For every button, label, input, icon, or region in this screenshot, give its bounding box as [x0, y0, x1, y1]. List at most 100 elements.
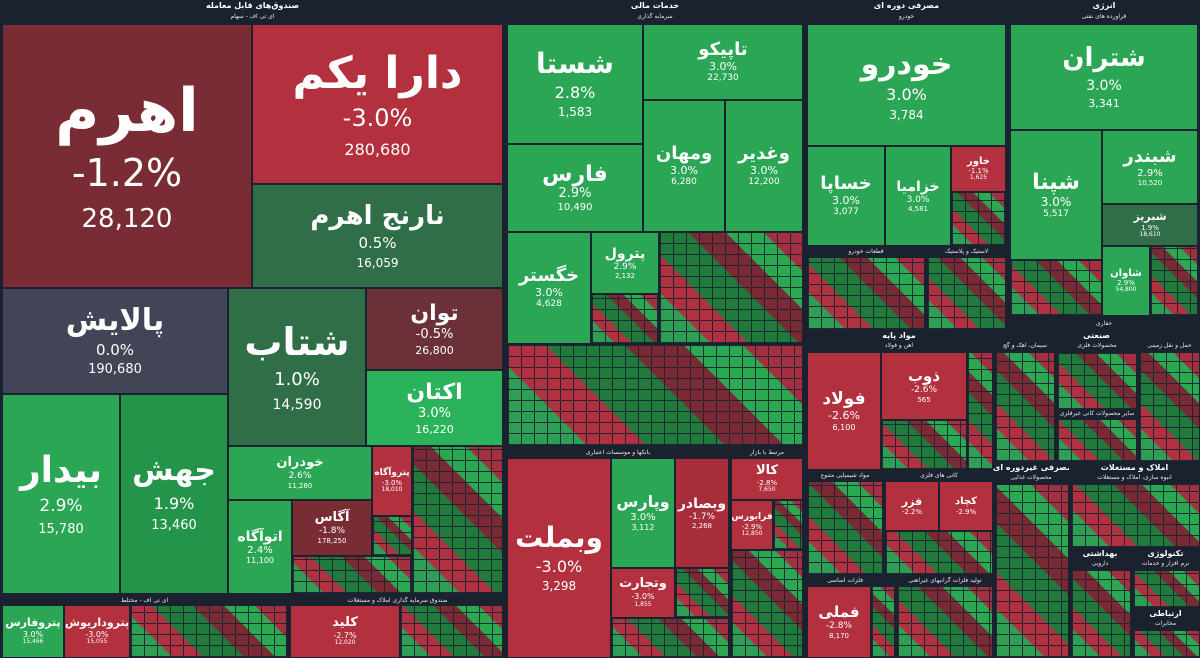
tile-mosaic-metalproducts[interactable] — [1057, 352, 1137, 410]
tile-fameli[interactable]: فملی -2.8% 8,170 — [807, 586, 871, 658]
tile-folad[interactable]: فولاد -2.6% 6,100 — [807, 352, 881, 470]
tile-mosaic-transport[interactable] — [1139, 352, 1200, 462]
tile-palayesh[interactable]: پالایش 0.0% 190,680 — [2, 288, 228, 394]
tile-mosaic-realestate-funds[interactable] — [400, 605, 503, 658]
tile-mosaic-software[interactable] — [1133, 570, 1200, 608]
tile-shavan[interactable]: شاوان 2.9% 54,800 — [1102, 246, 1150, 316]
tile-petrodaryush[interactable]: پتروداریوش -3.0% 15,055 — [64, 605, 130, 658]
tile-bidar[interactable]: بیدار 2.9% 15,780 — [2, 394, 120, 594]
tile-mosaic-refinery-2[interactable] — [1010, 260, 1102, 316]
tile-tapiko[interactable]: تاپیکو 3.0% 22,730 — [643, 24, 803, 100]
tile-mosaic-steel-2[interactable] — [881, 420, 967, 470]
tile-zob[interactable]: ذوب -2.6% 565 — [881, 352, 967, 420]
tile-shpna[interactable]: شپنا 3.0% 5,517 — [1010, 130, 1102, 260]
change-percent: 3.0% — [417, 405, 452, 421]
tile-kalid[interactable]: کلید -2.7% 12,020 — [290, 605, 400, 658]
tile-kala[interactable]: کالا -2.8% 7,650 — [731, 458, 803, 500]
tile-mosaic-realestate[interactable] — [1071, 484, 1200, 548]
tile-vabmellat[interactable]: وبملت -3.0% 3,298 — [507, 458, 611, 658]
subsection-title: دارویی — [1091, 560, 1109, 567]
change-percent: -2.6% — [910, 385, 938, 396]
price-value: 3,298 — [541, 579, 577, 594]
section-title: انرژی — [1092, 1, 1116, 10]
tile-vparsian[interactable]: وپارس 3.0% 3,112 — [611, 458, 675, 568]
subsection-title: مرتبط با بازار — [750, 449, 784, 456]
tile-mosaic-cement[interactable] — [995, 352, 1055, 462]
tile-khodro[interactable]: خودرو 3.0% 3,784 — [807, 24, 1006, 146]
subsection-title: فلزات اساسی — [827, 577, 863, 584]
tile-mosaic-refinery[interactable] — [1150, 246, 1198, 316]
tile-mosaic-telecom[interactable] — [1133, 630, 1200, 658]
tile-fars[interactable]: فارس 2.9% 10,490 — [507, 144, 643, 232]
tile-mosaic-food[interactable] — [995, 484, 1069, 658]
tile-daraykam[interactable]: دارا یکم -3.0% 280,680 — [252, 24, 503, 184]
tile-mosaic-market-2[interactable] — [731, 550, 803, 658]
tile-shbriz[interactable]: شبریز 1.9% 18,610 — [1102, 204, 1198, 246]
change-percent: -2.9% — [955, 507, 977, 516]
tile-mosaic-autoparts[interactable] — [807, 257, 925, 330]
tile-mosaic-banks[interactable] — [611, 618, 729, 658]
price-value: 12,020 — [334, 639, 356, 647]
tile-mosaic-auto[interactable] — [951, 192, 1006, 246]
tile-mosaic-funds-small-2[interactable] — [292, 556, 412, 594]
symbol-name: دارا یکم — [292, 47, 463, 99]
tile-mosaic-market[interactable] — [773, 500, 803, 550]
tile-mosaic-chemicals[interactable] — [807, 481, 883, 575]
tile-shasta[interactable]: شستا 2.8% 1,583 — [507, 24, 643, 144]
tile-shbandar[interactable]: شبندر 2.9% 10,520 — [1102, 130, 1198, 204]
tile-vbsader[interactable]: وبصادر -1.7% 2,268 — [675, 458, 729, 568]
tile-mosaic-investment-3[interactable] — [507, 344, 803, 446]
tile-mosaic-investment[interactable] — [659, 232, 803, 344]
tile-aktan[interactable]: اکتان 3.0% 16,220 — [366, 370, 503, 446]
price-value: 1,855 — [634, 600, 652, 608]
tile-khodran[interactable]: خودران 2.6% 11,280 — [228, 446, 372, 500]
tile-mosaic-minerals[interactable] — [885, 531, 993, 575]
tile-khagostar[interactable]: خگستر 3.0% 4,628 — [507, 232, 591, 344]
tile-ahrom[interactable]: اهرم -1.2% 28,120 — [2, 24, 252, 288]
tile-petroagah[interactable]: پتروآگاه -3.0% 18,010 — [372, 446, 412, 516]
tile-agas[interactable]: آگاس -1.8% 178,250 — [292, 500, 372, 556]
tile-vtejarat[interactable]: وتجارت -3.0% 1,855 — [611, 568, 675, 618]
section-realestate: املاک و مستغلات انبوه سازی، املاک و مستغ… — [1069, 462, 1200, 548]
symbol-name: وپارس — [616, 492, 670, 512]
section-title: خدمات مالی — [630, 1, 680, 10]
tile-mosaic-pharma[interactable] — [1071, 570, 1131, 658]
tile-narenj[interactable]: نارنج اهرم 0.5% 16,059 — [252, 184, 503, 288]
tile-farabourse[interactable]: فرابورس -2.9% 12,850 — [731, 500, 773, 550]
tile-tavan[interactable]: توان -0.5% 26,800 — [366, 288, 503, 370]
tile-kachad[interactable]: کچاد -2.9% — [939, 481, 993, 531]
price-value: 16,220 — [415, 422, 454, 436]
tile-khazamia[interactable]: خزامیا 3.0% 4,581 — [885, 146, 951, 246]
change-percent: 3.0% — [886, 85, 927, 105]
tile-mosaic-precious[interactable] — [897, 586, 993, 658]
tile-mosaic-nonmetal[interactable] — [1057, 419, 1137, 462]
tile-vghadir[interactable]: وغدیر 3.0% 12,200 — [725, 100, 803, 232]
tile-shetran[interactable]: شتران 3.0% 3,341 — [1010, 24, 1198, 130]
tile-mosaic-metals[interactable] — [871, 586, 895, 658]
tile-mosaic-rubber[interactable] — [927, 257, 1006, 330]
tile-khsapa[interactable]: خساپا 3.0% 3,077 — [807, 146, 885, 246]
subsection-title: بانکها و موسسات اعتباری — [585, 449, 651, 456]
tile-fazar[interactable]: فزر -2.2% — [885, 481, 939, 531]
tile-mosaic-banks-2[interactable] — [675, 568, 729, 618]
tile-mosaic-funds-small[interactable] — [412, 446, 503, 594]
tile-petrol[interactable]: پترول 2.9% 2,132 — [591, 232, 659, 294]
tile-mosaic-mixed[interactable] — [130, 605, 287, 658]
tile-khavar[interactable]: خاور -1.1% 1,625 — [951, 146, 1006, 192]
change-percent: 1.9% — [153, 493, 195, 513]
subsection-title: ای تی اف - مختلط — [120, 597, 169, 604]
tile-mosaic-funds-small-3[interactable] — [372, 516, 412, 556]
tile-otagah[interactable]: اتوآگاه 2.4% 11,100 — [228, 500, 292, 594]
tile-shetab[interactable]: شتاب 1.0% 14,590 — [228, 288, 366, 446]
tile-mosaic-steel[interactable] — [967, 352, 993, 470]
symbol-name: اتوآگاه — [237, 528, 283, 545]
symbol-name: شتران — [1062, 42, 1146, 73]
tile-mosaic-investment-2[interactable] — [591, 294, 659, 344]
change-percent: 2.9% — [558, 186, 592, 202]
tile-vamhan[interactable]: ومهان 3.0% 6,280 — [643, 100, 725, 232]
tile-petrofars[interactable]: پتروفارس 3.0% 15,466 — [2, 605, 64, 658]
subsection-title: سیمان، آهک و گچ — [1002, 342, 1048, 349]
tile-jahesh[interactable]: جهش 1.9% 13,460 — [120, 394, 228, 594]
price-value: 7,650 — [758, 486, 776, 494]
change-percent: -0.5% — [415, 326, 454, 342]
